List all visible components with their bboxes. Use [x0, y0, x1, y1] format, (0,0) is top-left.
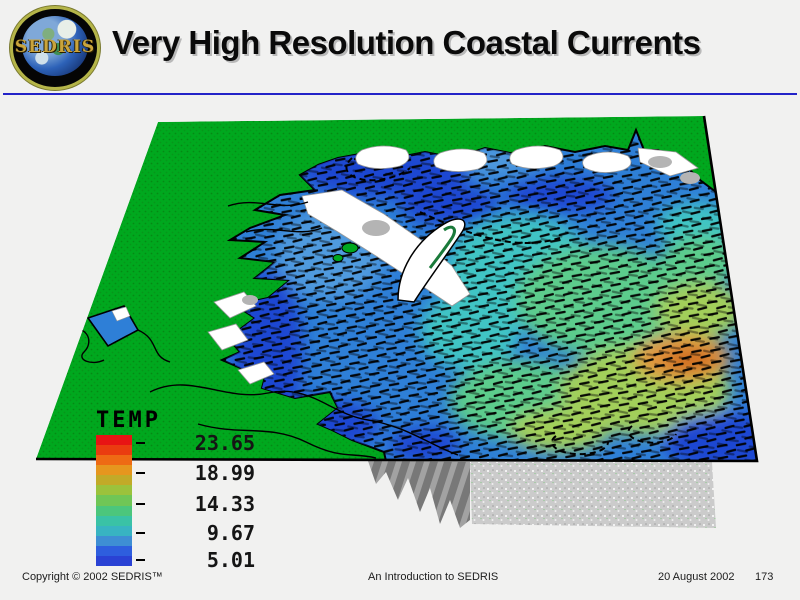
land-contours [65, 201, 459, 459]
legend-tick: 5.01 [136, 548, 282, 572]
map-shadow [470, 462, 716, 528]
tick-value: 5.01 [206, 548, 255, 572]
tick-value: 9.67 [206, 521, 255, 545]
legend-title: TEMP [96, 408, 161, 433]
current-vectors [222, 130, 757, 461]
legend-tick: 9.67 [136, 521, 282, 545]
tick-mark [136, 472, 145, 474]
temp-colorbar [96, 435, 132, 567]
tick-mark [136, 532, 145, 534]
legend-tick: 14.33 [136, 492, 282, 516]
tick-value: 18.99 [194, 461, 255, 485]
footer-copyright: Copyright © 2002 SEDRIS™ [22, 571, 163, 583]
footer-date: 20 August 2002 [658, 571, 735, 583]
slide-title: Very High Resolution Coastal Currents [112, 24, 701, 61]
map-3d-skirt [368, 461, 716, 528]
footer-presentation-title: An Introduction to SEDRIS [368, 571, 499, 583]
logo-wordmark: SEDRIS [14, 37, 96, 57]
title-separator [3, 93, 797, 95]
sedris-logo: SEDRIS [10, 6, 100, 90]
globe-icon [22, 16, 88, 76]
legend-tick: 23.65 [136, 431, 282, 455]
footer-page-number: 173 [755, 571, 774, 583]
island-chain [332, 218, 466, 303]
rock-patches [242, 156, 700, 305]
tick-mark [136, 559, 145, 561]
tick-mark [136, 503, 145, 505]
temp-legend: TEMP 23.65 18.99 14.33 9.67 5.01 [94, 408, 284, 578]
tick-value: 14.33 [194, 492, 255, 516]
tick-mark [136, 442, 145, 444]
legend-tick: 18.99 [136, 461, 282, 485]
tick-value: 23.65 [194, 431, 255, 455]
map-edge [35, 115, 759, 463]
